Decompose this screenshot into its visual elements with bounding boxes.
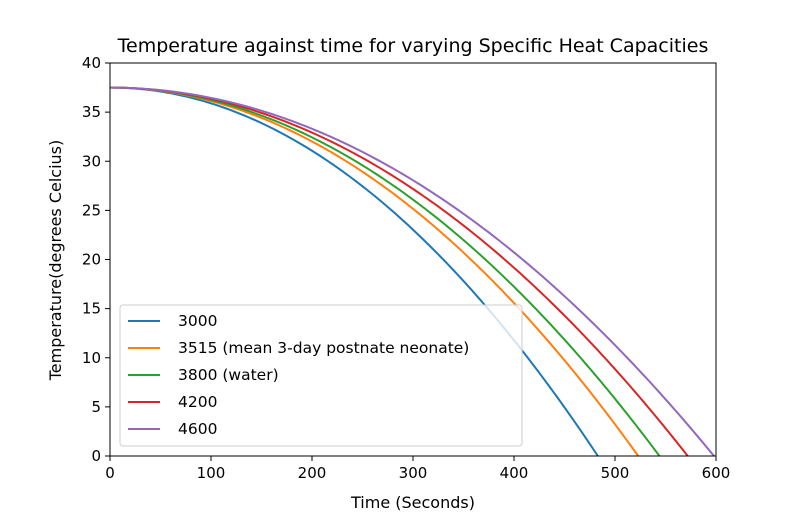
x-tick-label: 600 (702, 464, 731, 482)
y-tick-label: 5 (91, 398, 101, 416)
y-tick-label: 35 (82, 103, 101, 121)
y-tick-label: 20 (82, 251, 101, 269)
x-tick-label: 200 (298, 464, 327, 482)
y-tick-label: 10 (82, 349, 101, 367)
y-tick-label: 0 (91, 447, 101, 465)
x-tick-label: 100 (197, 464, 226, 482)
x-tick-label: 500 (601, 464, 630, 482)
legend: 3000 3515 (mean 3-day postnate neonate) 38… (119, 304, 523, 447)
legend-entry-label: 4600 (178, 420, 217, 438)
x-tick-label: 300 (399, 464, 428, 482)
legend-box (119, 304, 523, 447)
legend-entry-label: 4200 (178, 393, 217, 411)
y-tick-label: 30 (82, 152, 101, 170)
legend-entry-label: 3000 (178, 312, 217, 330)
y-axis-ticks: 0 5 10 15 20 25 30 35 40 (82, 54, 110, 465)
legend-entry-label: 3800 (water) (178, 366, 279, 384)
series-line-4600 (110, 86, 715, 456)
x-tick-label: 0 (105, 464, 115, 482)
x-axis-label: Time (Seconds) (350, 493, 475, 512)
y-axis-label: Temperature(degrees Celcius) (46, 140, 65, 382)
y-tick-label: 40 (82, 54, 101, 72)
y-tick-label: 25 (82, 201, 101, 219)
y-tick-label: 15 (82, 300, 101, 318)
legend-entry-label: 3515 (mean 3-day postnate neonate) (178, 339, 469, 357)
x-tick-label: 400 (500, 464, 529, 482)
chart-title: Temperature against time for varying Spe… (117, 35, 709, 57)
x-axis-ticks: 0 100 200 300 400 500 600 (105, 456, 730, 482)
